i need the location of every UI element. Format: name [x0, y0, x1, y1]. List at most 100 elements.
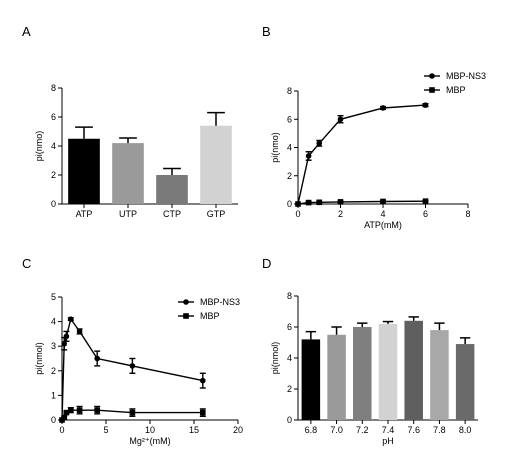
panel-c-series-1-legend-label: MBP-NS3: [200, 297, 240, 307]
panel-d-chart: 0 2 4 6 8 pi(nmol) 6.8 7.0 7.2 7.4 7.6 7.8 8.0 pH: [270, 291, 478, 446]
panel-d-y-tick-label: 2: [287, 384, 292, 394]
panel-c-series-2-legend-label: MBP: [200, 311, 220, 321]
panel-d-x-tick-label: 7.4: [382, 425, 395, 435]
panel-d-bar: [353, 327, 372, 420]
panel-c-series-1-point: [61, 340, 67, 347]
panel-b-x-tick-label: 2: [338, 209, 343, 219]
panel-letter-d: D: [262, 256, 271, 271]
panel-c-series-1-point: [63, 333, 70, 340]
panel-b-series-1-point: [305, 153, 312, 159]
panel-c-y-tick-label: 3: [51, 341, 56, 351]
panel-b-y-tick-label: 2: [287, 171, 292, 181]
panel-c-series-2-point: [63, 409, 70, 416]
panel-d-bar: [404, 320, 423, 420]
panel-c-x-tick-label: 20: [233, 425, 243, 435]
panel-d-bar: [301, 339, 321, 420]
panel-d-x-tick-label: 7.2: [356, 425, 369, 435]
panel-d-bar: [430, 330, 449, 420]
panel-b-series-2-point: [295, 201, 301, 207]
panel-d-y-axis-label: pi(nmol): [270, 342, 280, 375]
panel-b-series-2-point: [337, 199, 344, 205]
panel-d-y-tick-label: 8: [287, 291, 292, 301]
panel-b-series-1-legend-label: MBP-NS3: [446, 71, 486, 81]
panel-a-bar: [156, 175, 188, 204]
panel-c-x-axis-label: Mg²⁺(mM): [129, 436, 170, 446]
panel-b-series-2-legend-label: MBP: [446, 85, 466, 95]
panel-b-y-tick-label: 4: [287, 143, 292, 153]
panel-d-x-tick-label: 8.0: [459, 425, 472, 435]
panel-d-y-tick-label: 0: [287, 415, 292, 425]
panel-b-series-1-point: [316, 140, 323, 147]
panel-b-series-1-legend-marker: [429, 73, 435, 79]
panel-c-y-tick-label: 5: [51, 292, 56, 302]
panel-c-y-tick-label: 4: [51, 317, 56, 327]
panel-c-chart: 0 1 2 3 4 5 pi(nmol) 0 5 10 15 20 Mg²⁺(mM) MBP-NS3 MBP: [34, 292, 243, 446]
panel-a-y-tick-label: 2: [51, 170, 56, 180]
panel-b-series-2-point: [422, 198, 429, 204]
panel-a-bar: [112, 143, 144, 204]
panel-d-x-tick-label: 7.6: [407, 425, 420, 435]
panel-c-y-tick-label: 1: [51, 390, 56, 400]
panel-a-x-tick-label: UTP: [119, 209, 137, 219]
panel-c-series-1-point: [68, 316, 74, 322]
panel-c-x-tick-label: 0: [59, 425, 64, 435]
panel-b-x-tick-label: 6: [423, 209, 428, 219]
panel-a-x-tick-label: ATP: [76, 209, 93, 219]
panel-b-y-tick-label: 6: [287, 114, 292, 124]
panel-c-y-axis-label: pi(nmol): [34, 342, 44, 375]
panel-a-bar: [200, 125, 232, 204]
panel-letter-a: A: [22, 24, 31, 39]
panel-b-series-2-point: [316, 199, 323, 206]
panel-b-series-2-point: [380, 198, 386, 205]
panel-a-y-tick-label: 4: [51, 141, 56, 151]
panel-c-series-1-point: [94, 355, 100, 362]
panel-b-y-tick-label: 0: [287, 199, 292, 209]
panel-b-series-1-line: [297, 104, 426, 205]
panel-d-x-tick-label: 6.8: [305, 425, 318, 435]
panel-a-chart: 0 2 4 6 8 pi(nmo) ATP UTP CTP GTP: [34, 83, 238, 219]
panel-b-x-tick-label: 8: [465, 209, 470, 219]
panel-c-y-tick-label: 0: [51, 415, 56, 425]
panel-c-series-2-point: [200, 409, 206, 416]
panel-c-series-2-point: [76, 407, 83, 413]
panel-c-x-tick-label: 5: [103, 425, 108, 435]
panel-c-series-2-point: [68, 407, 74, 413]
panel-b-series-2-legend-marker: [429, 87, 435, 93]
panel-d-x-tick-label: 7.8: [433, 425, 446, 435]
panel-c-series-2-legend-marker: [183, 313, 189, 319]
panel-d-x-tick-label: 7.0: [330, 425, 343, 435]
panel-b-y-axis-label: pi(nmo): [270, 132, 280, 163]
panel-b-x-tick-label: 4: [380, 209, 385, 219]
panel-b-series-1-point: [422, 102, 429, 108]
panel-b-series-1-point: [380, 105, 386, 111]
panel-d-y-tick-label: 6: [287, 322, 292, 332]
panel-d-bar: [327, 334, 346, 420]
panel-d-bar: [455, 344, 475, 420]
panel-letter-b: B: [262, 24, 271, 39]
panel-a-y-tick-label: 0: [51, 199, 56, 209]
panel-b-series-1-point: [337, 116, 344, 123]
panel-c-series-1-point: [200, 377, 206, 384]
panel-b-y-tick-label: 8: [287, 86, 292, 96]
panel-a-x-tick-label: CTP: [163, 209, 181, 219]
panel-a-y-tick-label: 6: [51, 112, 56, 122]
panel-c-series-1-point: [129, 363, 136, 369]
panel-c-x-tick-label: 15: [189, 425, 199, 435]
panel-d-bar: [378, 323, 398, 420]
panel-c-series-1-point: [76, 328, 83, 335]
panel-a-bar: [68, 138, 100, 204]
panel-c-series-2-point: [129, 409, 136, 416]
panel-c-series-1-legend-marker: [183, 299, 189, 305]
panel-b-x-axis-label: ATP(mM): [364, 220, 402, 230]
panel-d-x-axis-label: pH: [382, 436, 394, 446]
panel-b-chart: 0 2 4 6 8 pi(nmo) 0 2 4 6 8 ATP(mM) MBP-NS3 MBP: [270, 71, 486, 230]
panel-letter-c: C: [22, 256, 31, 271]
panel-c-y-tick-label: 2: [51, 366, 56, 376]
panel-d-y-tick-label: 4: [287, 353, 292, 363]
panel-b-series-2-point: [305, 199, 312, 206]
panel-a-y-tick-label: 8: [51, 83, 56, 93]
panel-b-x-tick-label: 0: [295, 209, 300, 219]
panel-a-y-axis-label: pi(nmo): [34, 131, 44, 162]
panel-c-x-tick-label: 10: [145, 425, 155, 435]
